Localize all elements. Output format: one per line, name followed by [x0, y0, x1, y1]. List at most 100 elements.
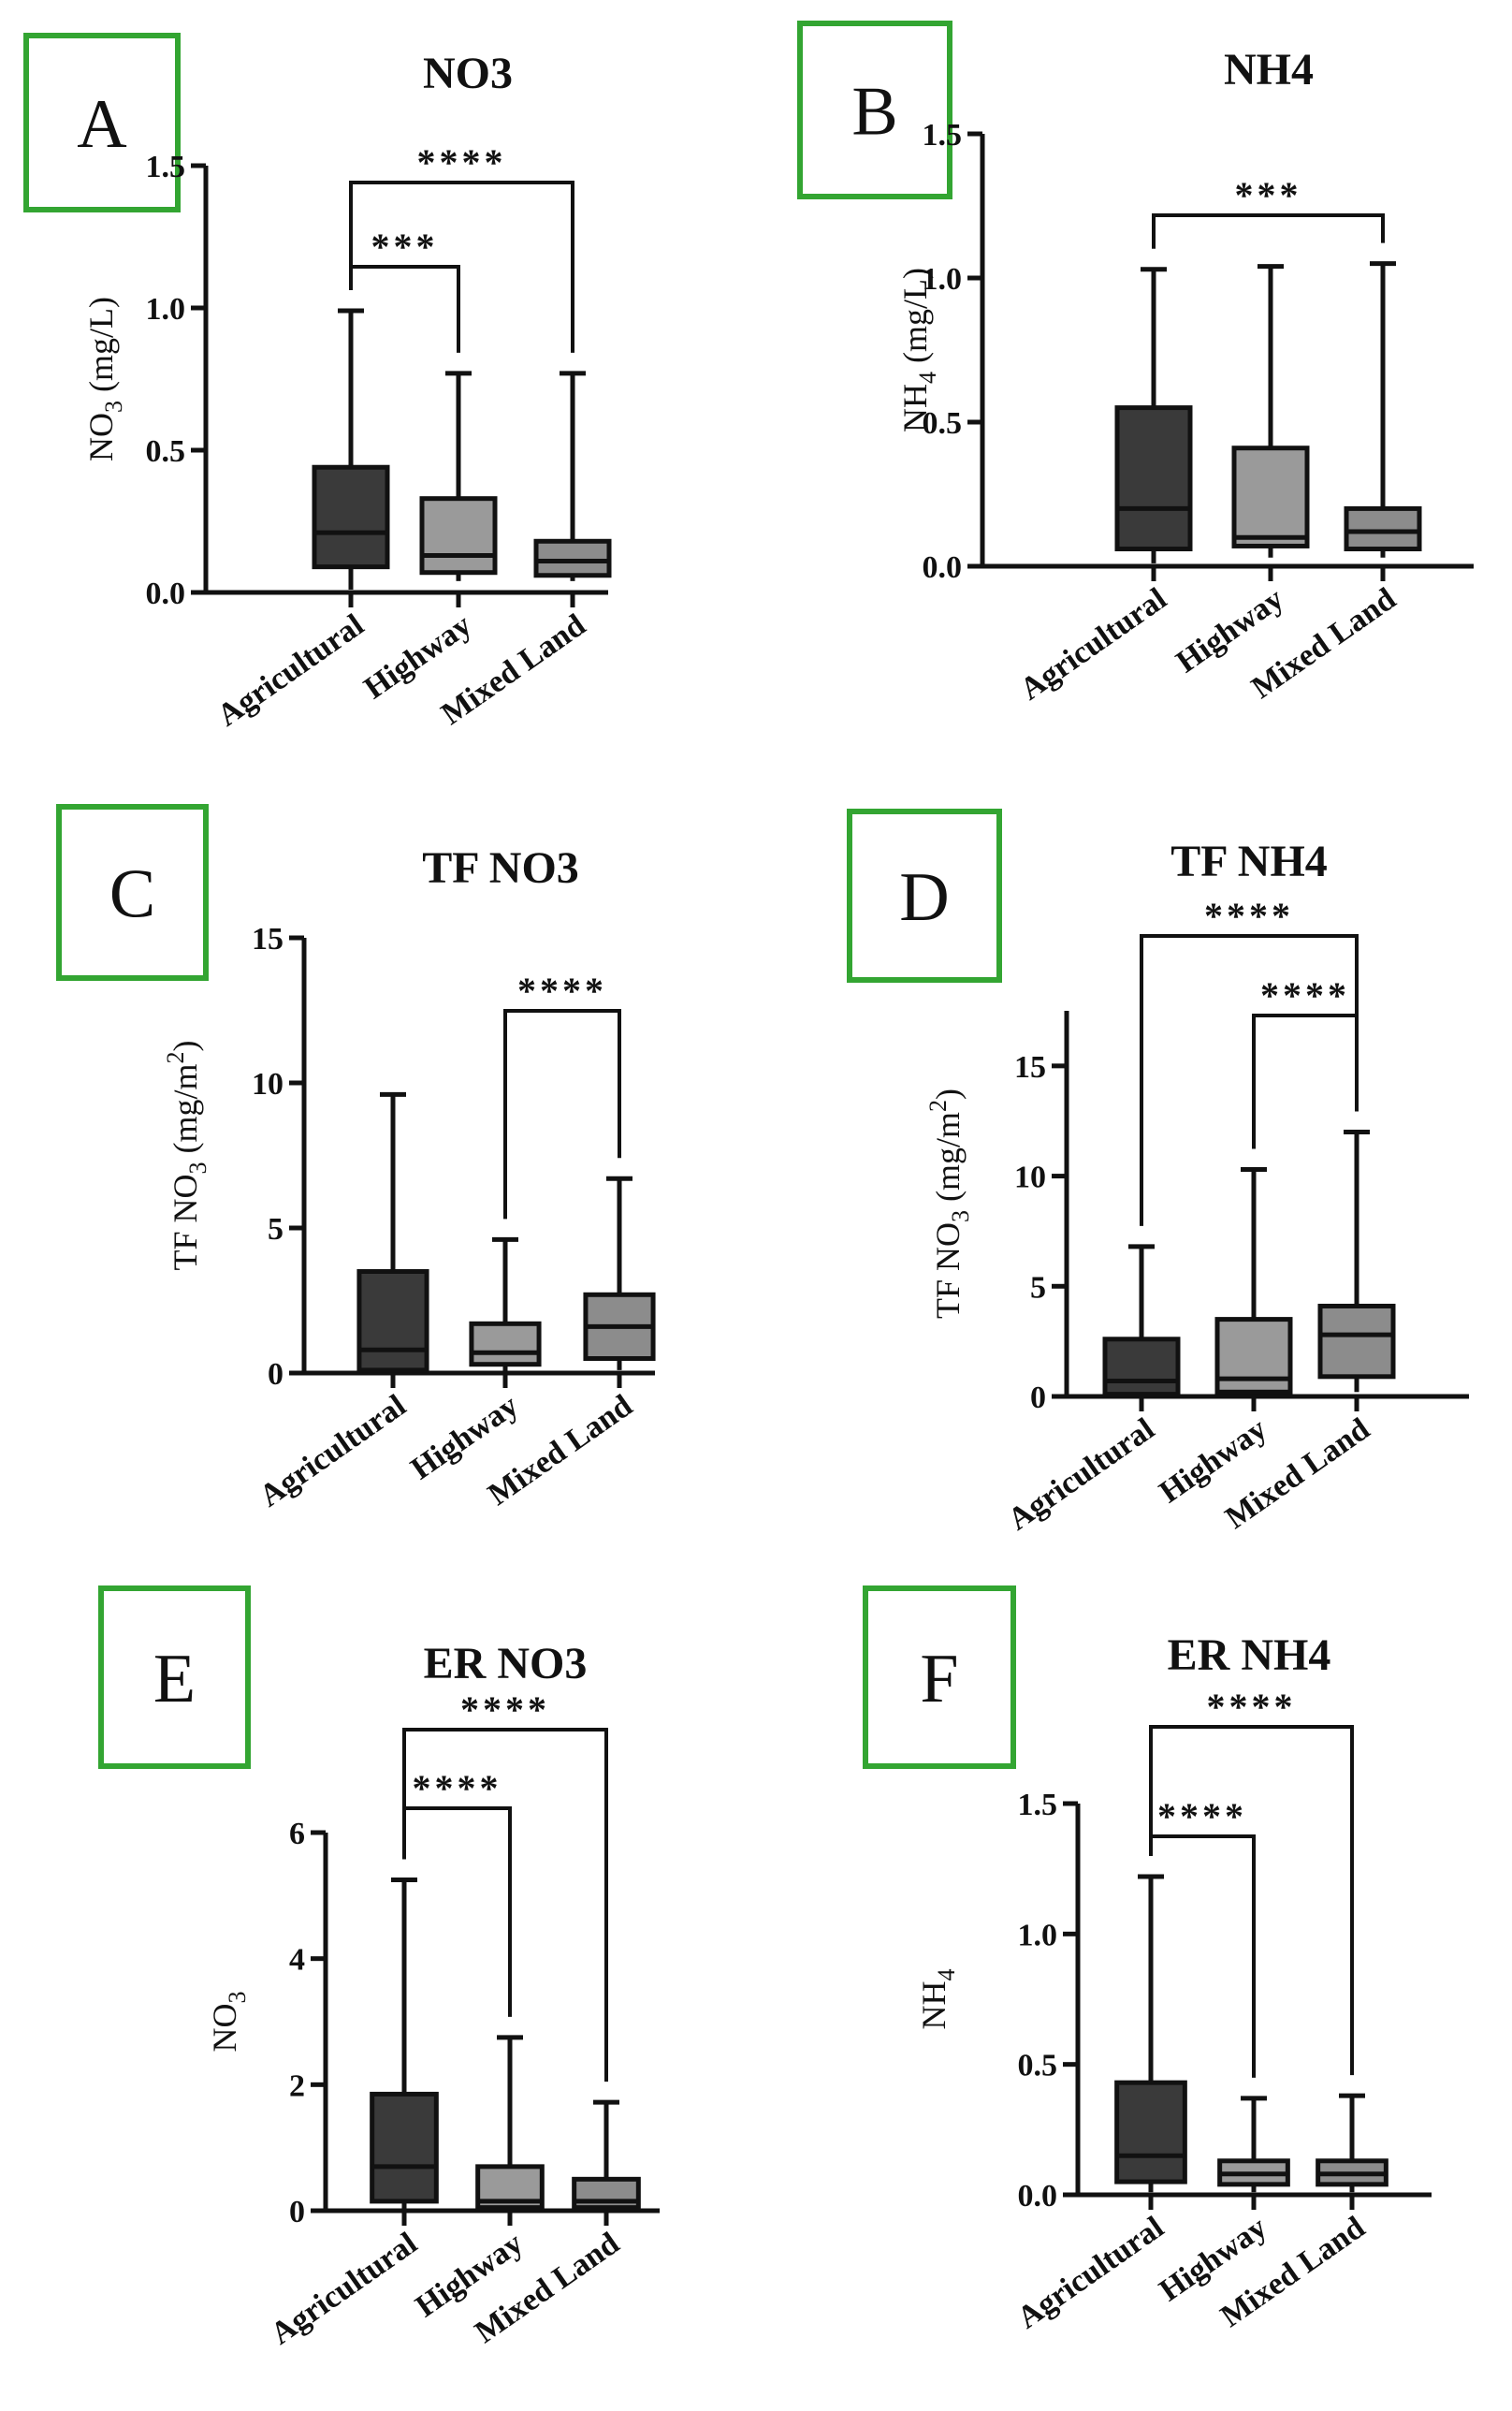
bracket-line	[1152, 213, 1385, 249]
y-tick-label: 15	[1014, 1050, 1046, 1085]
panel-letter-box	[847, 809, 1002, 983]
box-iqr	[419, 496, 498, 576]
panel-letter: C	[109, 856, 155, 933]
panel-title: TF NO3	[422, 843, 579, 893]
box-plot: Agricultural	[1002, 1244, 1181, 1538]
box-plot: Agricultural	[211, 308, 390, 734]
panel-letter-box	[56, 804, 209, 981]
significance-bracket: ****	[402, 1767, 512, 2017]
box-iqr	[533, 538, 612, 578]
y-axis-label-main: TF NO	[167, 1174, 204, 1270]
y-axis-label-sub: 3	[100, 401, 127, 413]
y-tick-label: 1.0	[923, 262, 963, 297]
box-iqr	[1231, 446, 1310, 548]
box-iqr	[1102, 1337, 1181, 1397]
bracket-line	[1140, 934, 1359, 1226]
box-iqr	[1114, 2080, 1187, 2185]
box-iqr	[312, 464, 390, 570]
significance-bracket: ***	[1152, 174, 1385, 249]
significance-bracket: ****	[503, 970, 621, 1220]
significance-bracket: ****	[1140, 895, 1359, 1226]
box-iqr	[1344, 505, 1422, 552]
panel-letter: B	[851, 74, 897, 151]
y-axis-label-unit: (mg/m	[929, 1112, 967, 1210]
y-tick-label: 0	[289, 2195, 305, 2229]
y-tick-label: 5	[1030, 1270, 1046, 1305]
box-iqr	[469, 1321, 542, 1367]
box-iqr	[1114, 405, 1193, 552]
y-axis-label-main: NO	[206, 2004, 243, 2053]
significance-label: ****	[1204, 895, 1294, 937]
y-tick-label: 1.0	[146, 292, 186, 327]
y-tick-label: 15	[252, 922, 284, 957]
significance-label: ****	[1157, 1795, 1247, 1837]
y-axis-label-sub: 3	[224, 1992, 251, 2004]
panel-title: NH4	[1224, 45, 1314, 95]
panel-letter-box	[863, 1585, 1016, 1769]
y-axis-label-sup: 2	[924, 1100, 952, 1112]
bracket-line	[349, 265, 460, 353]
y-axis-label-unit: (mg/L)	[82, 297, 120, 401]
panel-letter-box	[23, 33, 181, 212]
significance-bracket: ****	[1149, 1686, 1354, 2076]
y-axis-label-sup: 2	[162, 1051, 189, 1063]
y-axis-label: TF NO3 (mg/m2)	[924, 1089, 974, 1319]
y-tick-label: 1.5	[923, 118, 963, 153]
y-tick-label: 0.0	[923, 550, 963, 585]
y-tick-label: 1.0	[1018, 1918, 1058, 1952]
panel-title: TF NH4	[1170, 837, 1328, 886]
y-tick-label: 0.0	[1018, 2179, 1058, 2214]
y-tick-label: 0.5	[1018, 2049, 1058, 2083]
y-axis-label-main: TF NO	[929, 1222, 967, 1319]
y-axis-label: TF NO3 (mg/m2)	[162, 1040, 211, 1270]
significance-bracket: ****	[1252, 974, 1359, 1149]
bracket-line	[402, 1806, 512, 2017]
y-tick-label: 10	[252, 1067, 284, 1102]
y-axis-label-sub: 4	[933, 1969, 960, 1981]
box-plot: Agricultural	[1014, 267, 1193, 708]
y-axis-label-main: NO	[82, 413, 120, 461]
significance-label: ****	[1260, 974, 1350, 1016]
y-tick-label: 0	[1030, 1381, 1046, 1415]
y-tick-label: 5	[268, 1212, 284, 1247]
significance-label: ****	[413, 1767, 502, 1809]
y-axis-label-close: )	[167, 1040, 204, 1051]
category-label: Agricultural	[1002, 1411, 1161, 1537]
y-tick-label: 1.5	[146, 150, 186, 184]
bracket-line	[402, 1728, 608, 2082]
y-tick-label: 2	[289, 2068, 305, 2103]
significance-bracket: ***	[349, 226, 460, 353]
panel-title: ER NO3	[424, 1639, 588, 1688]
significance-label: ****	[1207, 1686, 1297, 1728]
significance-label: ****	[517, 970, 607, 1012]
y-tick-label: 0	[268, 1357, 284, 1392]
y-axis-label-main: NH	[896, 384, 934, 432]
panel-f: F ER NH40.00.51.01.5NH4AgriculturalHighwa…	[863, 1585, 1432, 2336]
significance-label: ***	[371, 226, 439, 268]
significance-bracket: ****	[402, 1688, 608, 2082]
y-axis-label-close: )	[929, 1089, 967, 1100]
significance-bracket: ****	[1149, 1795, 1256, 2078]
y-axis-label: NO3 (mg/L)	[82, 297, 127, 461]
category-label: Agricultural	[1014, 581, 1173, 707]
box-iqr	[370, 2091, 439, 2204]
panel-letter: D	[899, 859, 949, 936]
bracket-line	[349, 181, 574, 353]
panel-letter-box	[797, 21, 952, 199]
bracket-line	[1149, 1725, 1354, 2076]
category-label: Agricultural	[1011, 2210, 1170, 2335]
significance-bracket: ****	[349, 141, 574, 353]
box-iqr	[356, 1269, 429, 1373]
box-plot: Agricultural	[254, 1091, 429, 1514]
panel-letter: A	[77, 86, 126, 163]
y-tick-label: 1.5	[1018, 1788, 1058, 1822]
y-tick-label: 0.5	[146, 434, 186, 469]
category-label: Agricultural	[211, 607, 371, 733]
y-axis-label: NH4	[915, 1969, 960, 2030]
y-tick-label: 6	[289, 1817, 305, 1851]
y-axis-label-unit: (mg/m	[167, 1063, 204, 1162]
